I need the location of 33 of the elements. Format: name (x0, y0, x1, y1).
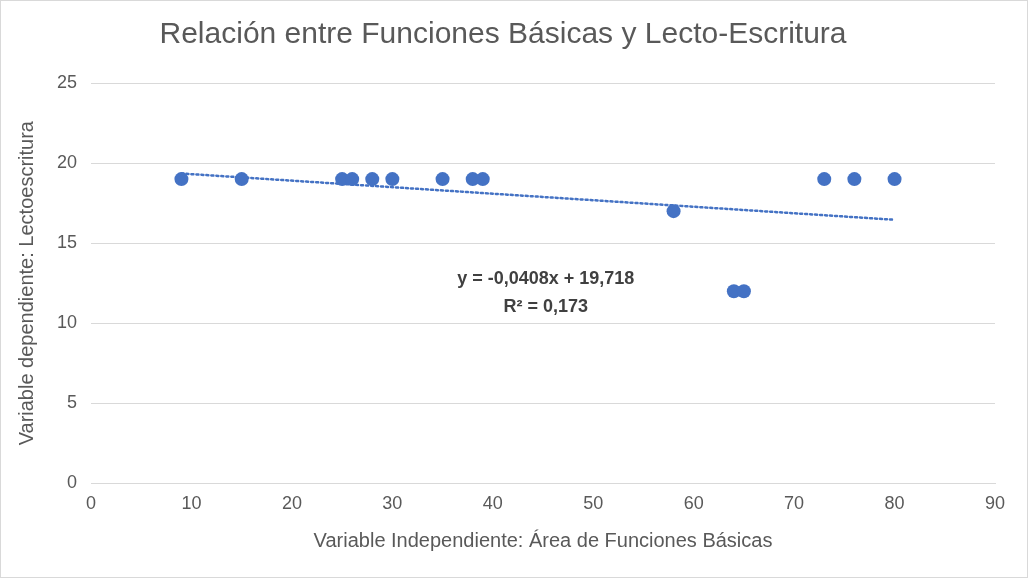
x-tick-label: 10 (181, 493, 202, 514)
x-tick-label: 30 (382, 493, 403, 514)
y-tick-label: 5 (67, 392, 78, 413)
point (365, 172, 380, 187)
point (847, 172, 862, 187)
point (817, 172, 832, 187)
x-tick-label: 0 (86, 493, 97, 514)
point (736, 284, 751, 299)
point (887, 172, 902, 187)
y-tick-label: 25 (56, 71, 78, 92)
point (666, 204, 681, 219)
y-tick-label: 10 (56, 312, 78, 333)
x-tick-label: 60 (683, 493, 704, 514)
annotation: y = -0,0408x + 19,718 (457, 268, 635, 289)
y-tick-label: 20 (56, 152, 78, 173)
annotation: R² = 0,173 (503, 296, 588, 317)
x-tick-label: 80 (884, 493, 905, 514)
point (345, 172, 360, 187)
chart-title: Relación entre Funciones Básicas y Lecto-Escritura (159, 16, 847, 50)
point (234, 172, 249, 187)
x-tick-label: 90 (984, 493, 1006, 514)
x-tick-label: 40 (482, 493, 503, 514)
y-axis-title: Variable dependiente: Lectoescritura (14, 120, 37, 446)
point (435, 172, 450, 187)
point (475, 172, 490, 187)
x-tick-label: 50 (583, 493, 604, 514)
y-tick-label: 0 (67, 472, 78, 493)
y-tick-label: 15 (56, 232, 78, 253)
x-tick-label: 20 (281, 493, 302, 514)
x-tick-label: 70 (784, 493, 805, 514)
x-axis-title: Variable Independiente: Área de Funciones Básicas (313, 528, 773, 551)
point (385, 172, 400, 187)
point (174, 172, 189, 187)
